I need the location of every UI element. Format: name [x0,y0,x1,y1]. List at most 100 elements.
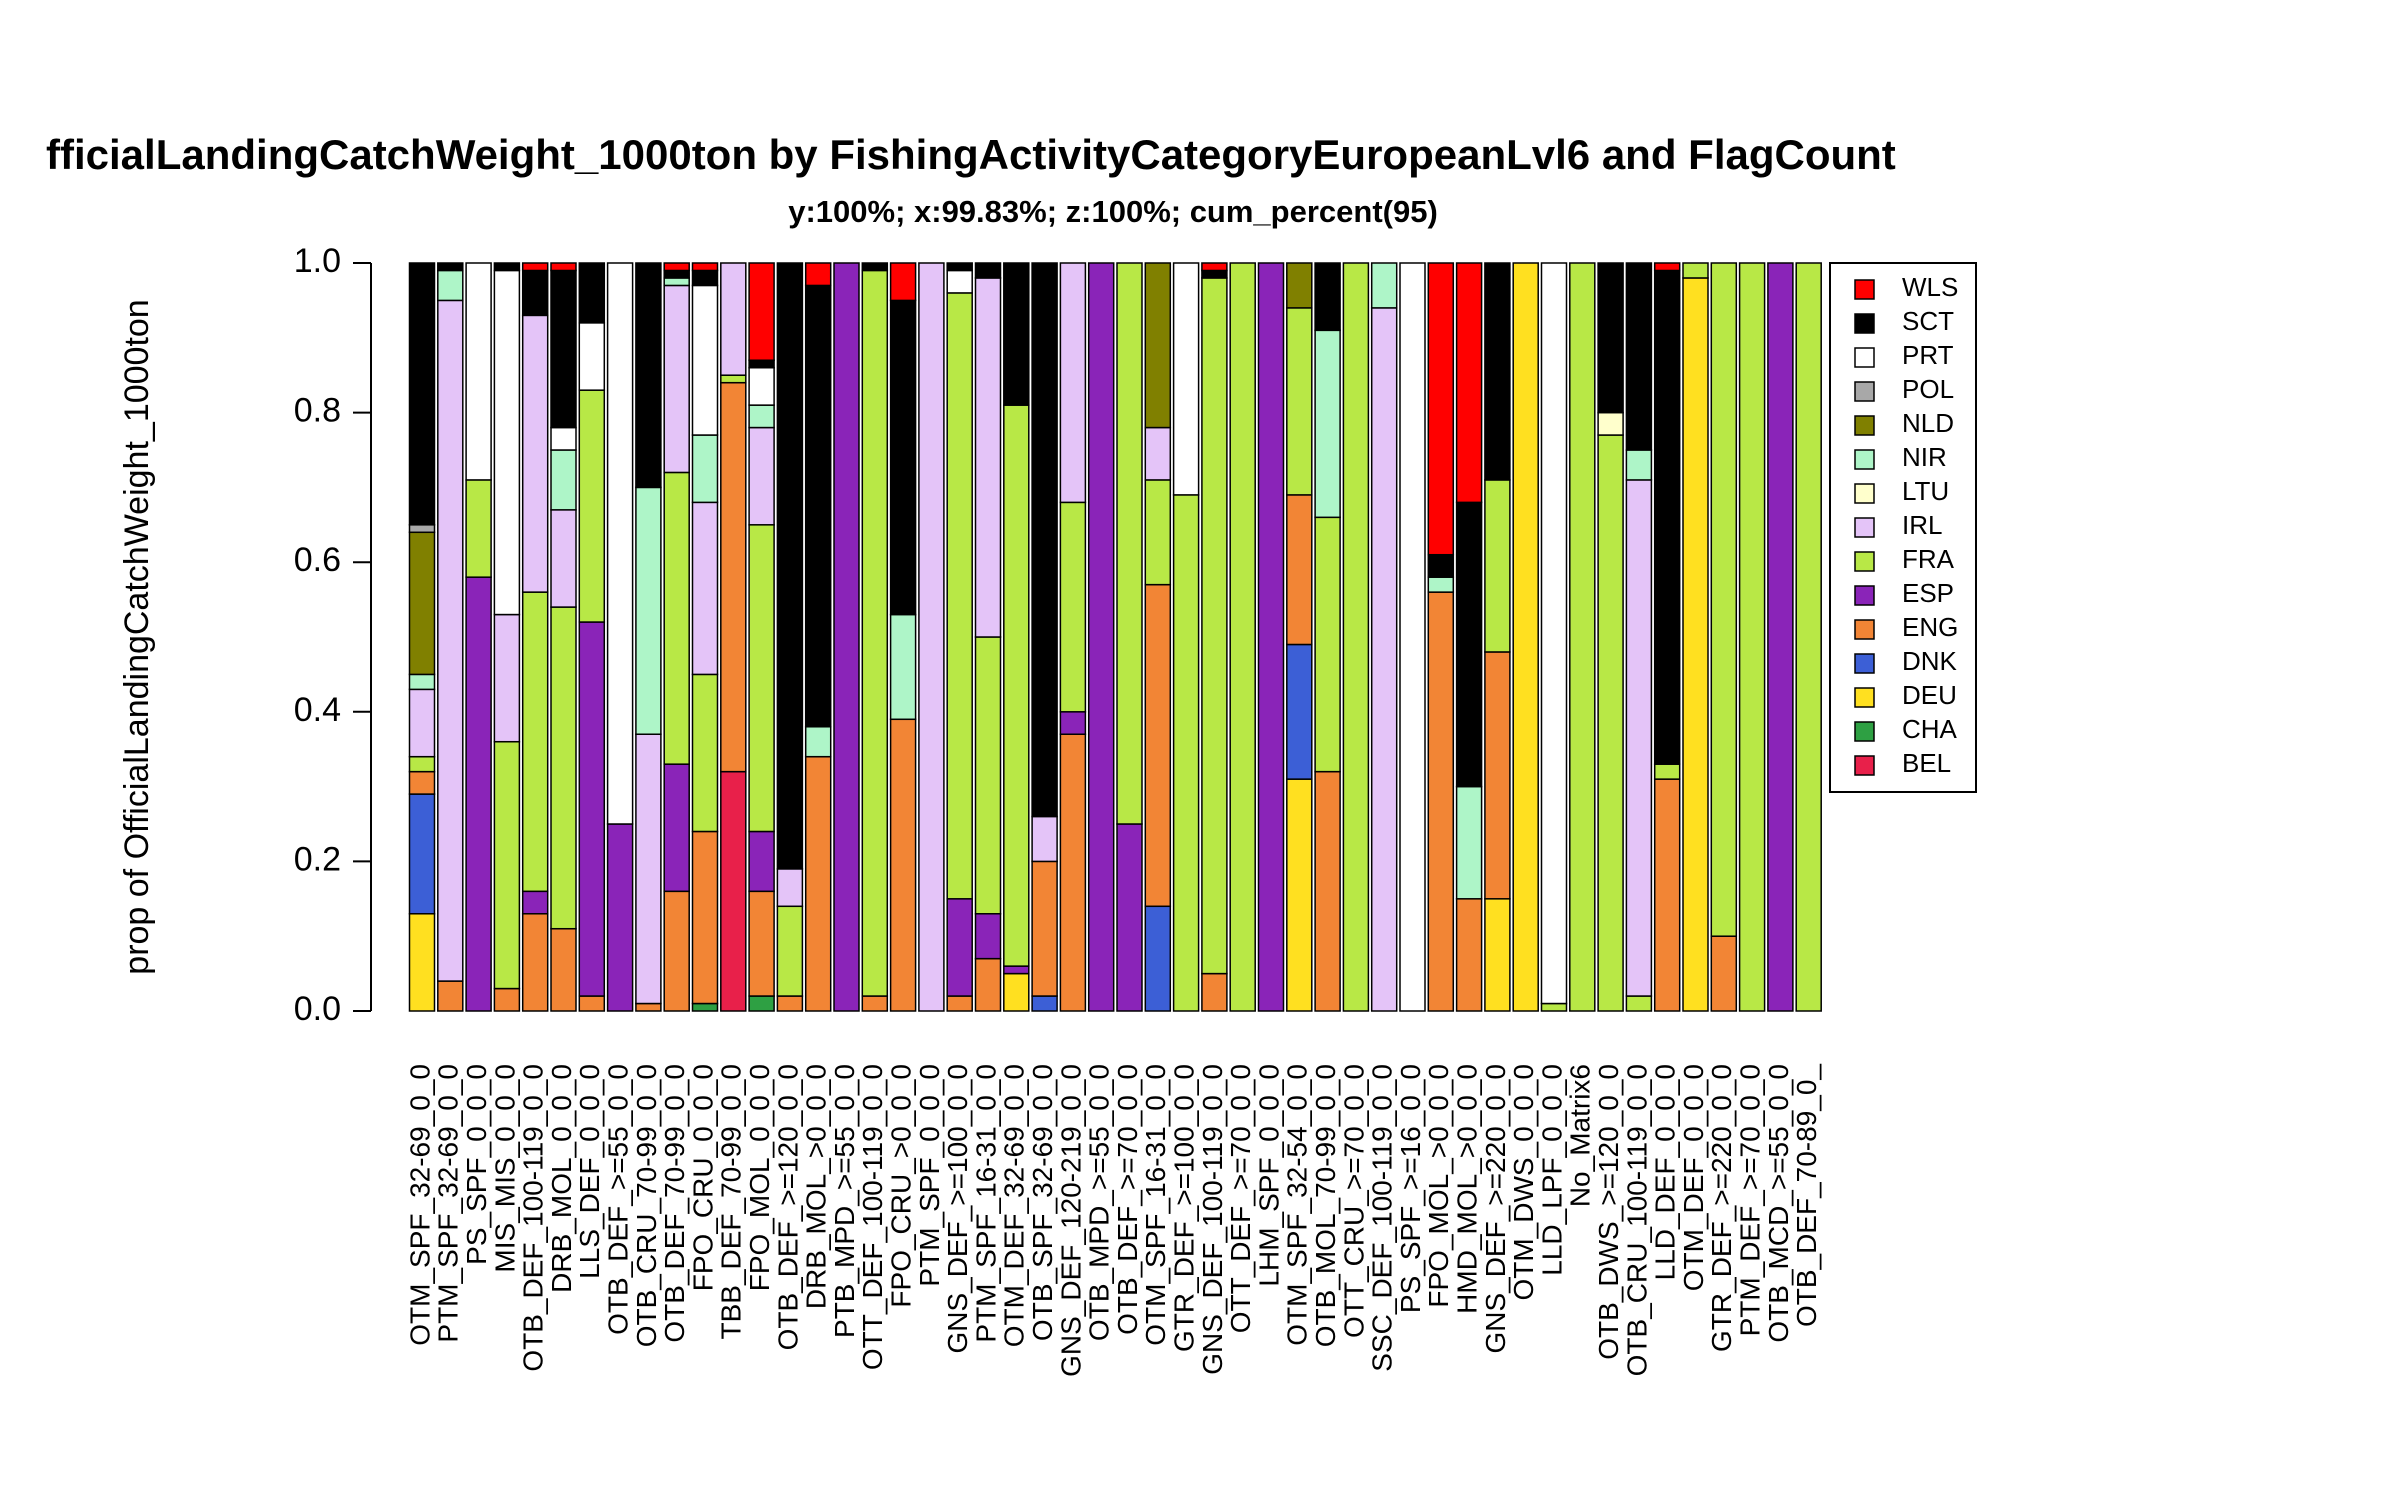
bar-segment [691,284,719,436]
x-tick-label: OTB_SPF_32-69_0_0 [1027,1064,1058,1341]
bar-segment [946,269,973,294]
bar-segment [1059,733,1087,1012]
bar-segment [1342,262,1370,1012]
bar-segment [1172,262,1200,496]
bar-segment [946,262,973,272]
legend-swatch [1854,483,1875,504]
bar-segment [1144,583,1172,908]
bar-segment [1314,262,1341,332]
legend-label: WLS [1902,272,1958,302]
bar-segment [804,755,832,1012]
bar-segment [1427,576,1455,593]
bar-segment [1370,262,1398,309]
bar-segment [1003,972,1030,1012]
bar-segment [578,262,606,324]
bar-segment [550,426,577,451]
legend-swatch [1854,449,1875,470]
legend-swatch [1854,415,1875,436]
bar-segment [550,269,577,429]
bar-segment [1003,404,1030,967]
bar-segment [1087,262,1115,1012]
bar-segment [1653,763,1681,780]
x-tick-label: OTB_CRU_100-119_0_0 [1621,1064,1652,1376]
bar-segment [889,299,917,616]
x-tick-label: LLD_DEF_0_0_0 [1650,1064,1681,1280]
bar-segment [1144,426,1172,481]
x-tick-label: OTB_DEF_70-89_0_ [1791,1064,1822,1327]
x-tick-label: OTB_DEF_>=70_0_0 [1112,1064,1143,1335]
bar-segment [804,726,832,758]
bar-segment [635,262,662,489]
bar-segment [663,284,690,474]
bar-segment [861,262,889,272]
y-tick-label: 0.4 [294,691,341,729]
bar-segment [974,913,1002,960]
bar-segment [1003,262,1030,406]
bar-segment [1144,905,1172,1012]
bar-segment [1597,411,1624,436]
bar-segment [578,995,606,1012]
x-tick-label: MIS_MIS_0_0_0 [489,1064,520,1273]
x-tick-label: OTB_DEF_>=55_0_0 [602,1064,633,1335]
bar-segment [691,269,719,287]
legend-swatch [1854,653,1875,674]
bar-segment [663,763,690,893]
bar-segment [1710,935,1738,1012]
bar-segment [493,740,521,990]
bar-segment [1795,262,1822,1012]
bar-segment [521,314,549,593]
bar-segment [1172,494,1200,1012]
bar-segment [1286,643,1313,780]
x-tick-label: OTB_MPD_>=55_0_0 [1084,1064,1115,1341]
bar-segment [521,262,549,272]
legend-swatch [1854,755,1875,776]
bar-segment [1597,262,1624,414]
bar-segment [691,673,719,833]
bar-segment [437,980,464,1012]
x-tick-label: PTM_SPF_16-31_0_0 [970,1064,1001,1343]
x-tick-label: FPO_MOL_>0_0_0 [1423,1064,1454,1308]
x-tick-label: FPO_CRU_0_0_0 [687,1064,718,1291]
x-tick-label: GNS_DEF_100-119_0_0 [1197,1064,1228,1375]
bar-segment [946,898,973,997]
bar-segment [1682,262,1709,279]
bar-segment [833,262,860,1012]
bar-segment [748,995,775,1012]
bar-segment [1540,262,1568,1005]
bar-segment [493,987,521,1012]
legend-label: DEU [1902,680,1957,710]
bar-segment [748,359,775,369]
x-tick-label: PS_SPF_0_0_0 [461,1064,492,1265]
x-tick-label: PS_SPF_>=16_0_0 [1395,1064,1426,1313]
legend-swatch [1854,619,1875,640]
bar-segment [1455,898,1483,1012]
bar-segment [1031,815,1058,863]
bar-segment [1653,778,1681,1012]
bar-segment [550,262,577,272]
x-tick-label: OTM_SPF_16-31_0_0 [1140,1064,1171,1346]
bar-segment [521,890,549,915]
legend-swatch [1854,347,1875,368]
bar-segment [691,830,719,1005]
bar-segment [776,995,804,1012]
bar-segment [437,299,464,982]
x-tick-label: OTT_CRU_>=70_0_0 [1338,1064,1369,1338]
legend-label: ENG [1902,612,1958,642]
bar-segment [1625,995,1653,1012]
bar-segment [1059,711,1087,735]
bar-segment [1625,479,1653,997]
bar-segment [691,434,719,504]
bar-segment [606,262,634,825]
bar-segment [1370,307,1398,1012]
bar-segment [1540,1002,1568,1012]
x-tick-label: DRB_MOL_0_0_0 [546,1064,577,1293]
bar-segment [521,591,549,893]
bar-segment [1625,449,1653,481]
bar-segment [1286,262,1313,309]
bar-segment [1116,262,1143,825]
bar-segment [437,262,464,272]
x-tick-label: LHM_SPF_0_0_0 [1253,1064,1284,1287]
bar-segment [748,366,775,406]
bar-segment [521,913,549,1012]
bar-segment [663,471,690,765]
